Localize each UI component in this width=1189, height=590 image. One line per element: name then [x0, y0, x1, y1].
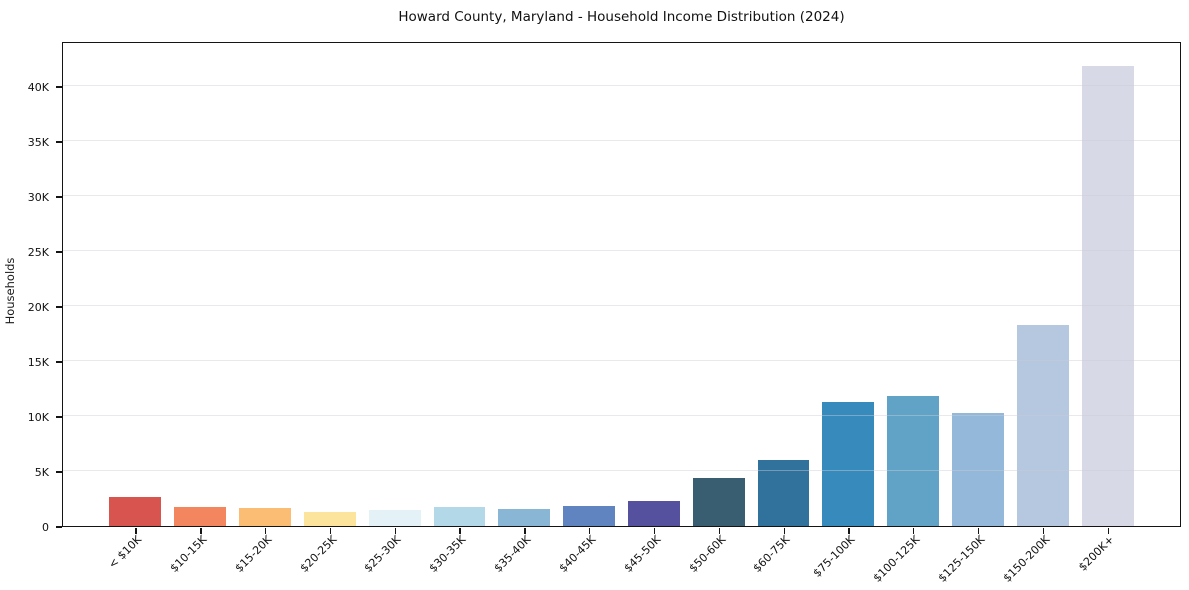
y-tick-mark [56, 141, 62, 143]
x-tick-mark [848, 528, 850, 534]
y-axis-ticks: 0 5K 10K 15K 20K 25K 30K 35K 40K [0, 42, 62, 534]
bar-slot: $30-35K [427, 43, 492, 575]
y-tick-label: 5K [34, 465, 49, 479]
bar [952, 412, 1004, 526]
x-tick-label: $45-50K [621, 533, 664, 575]
x-tick-mark [135, 528, 137, 534]
x-tick-mark [1107, 528, 1109, 534]
bar [1081, 66, 1134, 526]
chart-title: Howard County, Maryland - Household Inco… [398, 9, 845, 25]
y-tick-label: 25K [27, 245, 49, 259]
bar [433, 506, 486, 526]
plot-area: < $10K $10-15K $15-20K $20-25K $25-30K $30-35… [62, 42, 1181, 585]
bar [109, 496, 162, 526]
bar-slot: $15-20K [232, 43, 298, 575]
bar [303, 512, 356, 526]
x-tick-mark [200, 528, 202, 534]
bar-slot: < $10K [103, 43, 168, 571]
x-tick-label: $125-150K [935, 533, 988, 585]
x-tick-label: $35-40K [491, 533, 534, 575]
bar [563, 505, 615, 526]
bar-slot: $50-60K [686, 43, 751, 575]
y-tick-mark [56, 526, 62, 528]
x-tick-label: $25-30K [361, 533, 404, 575]
bars-container: < $10K $10-15K $15-20K $20-25K $25-30K $30-35… [63, 43, 1180, 585]
bar-slot: $35-40K [492, 43, 557, 575]
y-tick-mark [56, 86, 62, 88]
y-tick-mark [56, 471, 62, 473]
x-tick-label: $40-45K [556, 533, 599, 575]
bar-slot: $100-125K [871, 43, 946, 585]
x-tick-mark [913, 528, 915, 534]
x-tick-label: < $10K [106, 533, 145, 572]
y-tick-label: 40K [27, 80, 49, 94]
x-tick-label: $15-20K [232, 533, 275, 575]
x-tick-mark [394, 528, 396, 534]
bar-slot: $125-150K [935, 43, 1011, 585]
x-tick-label: $100-125K [870, 533, 923, 585]
y-tick-mark [56, 196, 62, 198]
x-tick-label: $150-200K [1000, 533, 1052, 585]
bar [627, 500, 680, 526]
x-tick-mark [589, 528, 591, 534]
bar [887, 396, 940, 526]
x-tick-mark [265, 528, 267, 534]
x-tick-mark [1042, 528, 1045, 534]
x-tick-mark [329, 528, 332, 534]
y-tick-label: 0 [42, 520, 49, 534]
bar-slot: $10-15K [168, 43, 233, 575]
bar-slot: $20-25K [297, 43, 362, 575]
y-tick-mark [56, 416, 62, 418]
x-tick-mark [459, 528, 461, 534]
bar-slot: $150-200K [1000, 43, 1075, 585]
x-tick-label: $30-35K [426, 533, 469, 575]
bar-slot: $45-50K [621, 43, 687, 575]
bar-slot: $60-75K [751, 43, 816, 575]
y-tick-mark [56, 361, 62, 363]
x-tick-label: $50-60K [686, 533, 728, 575]
x-tick-mark [977, 528, 980, 534]
bar-slot: $75-100K [811, 43, 881, 580]
bar [1016, 325, 1069, 526]
x-tick-label: $20-25K [297, 533, 340, 575]
x-tick-mark [718, 528, 721, 534]
bar-slot: $25-30K [362, 43, 427, 575]
x-tick-label: $200K+ [1076, 533, 1117, 574]
y-tick-label: 15K [27, 355, 49, 369]
bar [498, 509, 551, 526]
x-tick-label: $60-75K [750, 533, 793, 575]
bar [239, 508, 291, 526]
bar [822, 402, 875, 526]
y-tick-label: 10K [27, 410, 49, 424]
x-tick-label: $75-100K [810, 533, 858, 580]
bar [368, 509, 421, 526]
y-tick-mark [56, 251, 62, 253]
x-tick-mark [783, 528, 785, 534]
x-tick-label: $10-15K [167, 533, 210, 575]
bar [692, 477, 745, 526]
x-tick-mark [653, 528, 656, 534]
bar-slot: $200K+ [1075, 43, 1140, 574]
y-tick-mark [56, 306, 62, 308]
y-tick-label: 20K [27, 300, 49, 314]
x-tick-mark [524, 528, 526, 534]
bar [174, 507, 227, 526]
bar [757, 460, 810, 526]
y-tick-label: 30K [27, 190, 49, 204]
y-tick-label: 35K [27, 135, 49, 149]
bar-slot: $40-45K [556, 43, 622, 575]
